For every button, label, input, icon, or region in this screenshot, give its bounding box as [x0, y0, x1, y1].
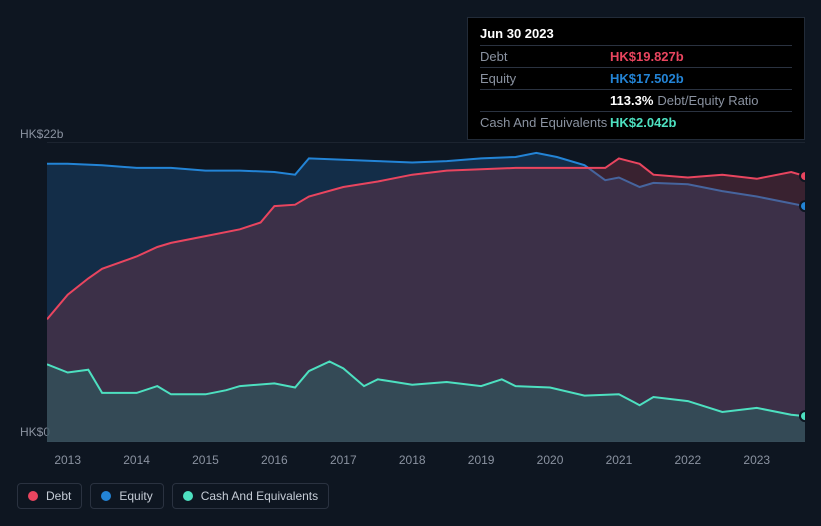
x-axis-tick: 2020 — [537, 453, 564, 467]
tooltip-row-label: Debt — [480, 49, 610, 64]
plot-area: HK$22b HK$0 2013201420152016201720182019… — [17, 127, 805, 462]
legend-item-equity[interactable]: Equity — [90, 483, 163, 509]
tooltip-row-value: HK$17.502b — [610, 71, 684, 86]
series-end-marker-equity — [800, 201, 805, 211]
tooltip-row-value: HK$19.827b — [610, 49, 684, 64]
tooltip-ratio-value: 113.3% — [610, 93, 653, 108]
tooltip-row: DebtHK$19.827b — [480, 45, 792, 67]
series-end-marker-debt — [800, 171, 805, 181]
legend-label: Debt — [46, 489, 71, 503]
x-axis-tick: 2022 — [674, 453, 701, 467]
x-axis-tick: 2016 — [261, 453, 288, 467]
x-axis-tick: 2019 — [468, 453, 495, 467]
x-axis-tick: 2021 — [606, 453, 633, 467]
chart-legend: Debt Equity Cash And Equivalents — [17, 483, 329, 509]
legend-label: Equity — [119, 489, 152, 503]
legend-dot-icon — [101, 491, 111, 501]
tooltip-row: EquityHK$17.502b — [480, 67, 792, 89]
chart-tooltip: Jun 30 2023 DebtHK$19.827bEquityHK$17.50… — [467, 17, 805, 140]
tooltip-ratio: 113.3% Debt/Equity Ratio — [610, 93, 759, 108]
legend-item-cash[interactable]: Cash And Equivalents — [172, 483, 329, 509]
legend-item-debt[interactable]: Debt — [17, 483, 82, 509]
x-axis-tick: 2023 — [743, 453, 770, 467]
chart-svg — [47, 142, 805, 442]
tooltip-row-label — [480, 93, 610, 108]
series-end-marker-cash — [800, 411, 805, 421]
x-axis-tick: 2018 — [399, 453, 426, 467]
x-axis-tick: 2017 — [330, 453, 357, 467]
tooltip-row: 113.3% Debt/Equity Ratio — [480, 89, 792, 111]
legend-dot-icon — [183, 491, 193, 501]
legend-dot-icon — [28, 491, 38, 501]
tooltip-row-value: HK$2.042b — [610, 115, 676, 130]
y-axis-label-bottom: HK$0 — [20, 425, 50, 439]
y-axis-label-top: HK$22b — [20, 127, 63, 141]
tooltip-date: Jun 30 2023 — [480, 26, 792, 45]
legend-label: Cash And Equivalents — [201, 489, 318, 503]
x-axis-tick: 2013 — [54, 453, 81, 467]
tooltip-row-label: Equity — [480, 71, 610, 86]
x-axis: 2013 2014 2015 2016 2017 2018 2019 2020 2021 2022… — [47, 453, 805, 471]
tooltip-row: Cash And EquivalentsHK$2.042b — [480, 111, 792, 133]
tooltip-ratio-label: Debt/Equity Ratio — [657, 93, 758, 108]
financial-chart: Jun 30 2023 DebtHK$19.827bEquityHK$17.50… — [17, 17, 805, 509]
x-axis-tick: 2014 — [123, 453, 150, 467]
x-axis-tick: 2015 — [192, 453, 219, 467]
tooltip-row-label: Cash And Equivalents — [480, 115, 610, 130]
